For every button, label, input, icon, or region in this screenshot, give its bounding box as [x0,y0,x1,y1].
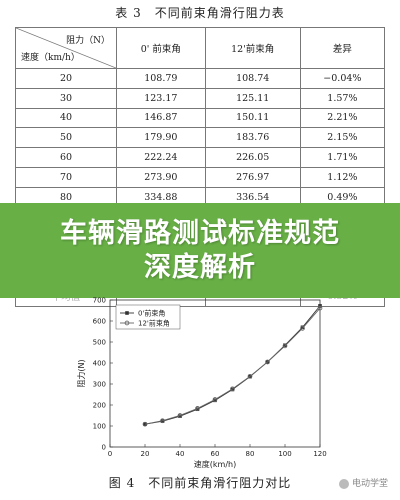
table-row: 60 222.24 226.05 1.71% [15,147,386,168]
value-cell: 1.71% [299,147,386,168]
value-cell: 1.57% [299,87,386,109]
table-row: 20 108.79 108.74 −0.04% [15,68,386,89]
x-axis-label: 速度(km/h) [194,459,236,469]
wechat-icon [338,478,349,489]
y-tick-label: 700 [93,297,106,305]
value-cell: 273.90 [116,166,206,188]
table-row: 50 179.90 183.76 2.15% [15,127,386,149]
y-tick-label: 300 [93,381,106,389]
x-tick-label: 0 [108,450,112,458]
corner-bottom-label: 速度（km/h） [21,53,80,63]
value-cell: 2.21% [299,107,386,129]
data-point-circle [195,406,200,411]
value-cell: 146.87 [116,107,206,129]
value-cell: −0.04% [299,68,386,89]
x-tick-label: 120 [313,450,326,458]
legend-marker [124,320,130,326]
x-tick-label: 80 [246,450,255,458]
data-point-square [213,398,217,403]
series-line [144,307,321,425]
y-axis-label: 阻力(N) [76,359,86,387]
banner-title-line-2: 深度解析 [144,251,256,283]
drag-comparison-chart: 0 20 40 60 80 100 120 0 100 200 300 400 500 600 700 速度(… [76,297,327,470]
speed-cell: 70 [15,166,117,188]
column-header: 差异 [299,27,386,69]
legend-label: 0'前束角 [138,309,165,318]
y-tick-label: 100 [93,423,106,431]
table-caption: 表 3 不同前束角滑行阻力表 [115,6,285,20]
x-tick-label: 100 [278,450,291,458]
y-tick-label: 500 [93,339,106,347]
value-cell: 226.05 [204,147,301,168]
data-point-circle [142,421,148,427]
diagonal-line [16,28,116,68]
y-tick-label: 200 [93,402,106,410]
watermark-text: 电动学堂 [351,479,388,489]
value-cell: 222.24 [116,147,206,168]
value-cell: 2.15% [299,127,386,149]
data-point-square [195,407,200,412]
value-cell: 108.79 [116,68,206,89]
value-cell: 183.76 [204,127,301,149]
table-row: 30 123.17 125.11 1.57% [15,87,386,109]
data-point-circle [300,325,305,331]
y-tick-label: 600 [93,318,106,326]
speed-cell: 30 [15,87,117,109]
x-tick-label: 40 [176,450,185,458]
data-point-circle [282,343,288,349]
data-point-circle [247,373,253,379]
corner-header: 阻力（N） 速度（km/h） [15,27,117,69]
data-point-square [300,325,305,330]
corner-top-label: 阻力（N） [66,36,110,46]
table-row: 80 334.88 336.54 0.49% [15,186,386,208]
figure-caption: 图 4 不同前束角滑行阻力对比 [108,476,292,490]
data-point-circle [212,397,218,402]
speed-cell: 40 [15,107,117,129]
data-point-circle [317,305,323,311]
column-header: 0' 前束角 [116,27,206,69]
data-point-circle [265,359,270,365]
data-point-square [178,414,182,418]
data-point-circle [177,413,183,418]
value-cell: 123.17 [116,87,206,109]
value-cell: 179.90 [116,127,206,149]
title-banner: 车辆滑路测试标准规范 深度解析 [0,203,400,298]
x-tick-label: 60 [211,450,220,458]
speed-cell: 60 [15,147,117,168]
column-header: 12'前束角 [204,27,301,69]
banner-title-line-1: 车辆滑路测试标准规范 [60,217,340,249]
data-point-circle [230,386,235,392]
legend-marker [125,311,129,315]
legend-label: 12'前束角 [138,319,170,328]
speed-cell: 50 [15,127,117,149]
table-row: 40 146.87 150.11 2.21% [15,107,386,129]
data-point-square [283,343,287,347]
y-tick-label: 400 [93,360,106,368]
speed-cell: 20 [15,68,117,89]
value-cell: 125.11 [204,87,301,109]
value-cell: 108.74 [204,68,301,89]
value-cell: 1.12% [299,166,386,188]
value-cell: 276.97 [204,166,301,188]
x-tick-label: 20 [141,450,150,458]
value-cell: 150.11 [204,107,301,129]
y-tick-label: 0 [102,444,106,452]
data-point-circle [160,418,165,424]
watermark: 电动学堂 [338,476,388,489]
data-point-square [230,387,235,392]
table-row: 70 273.90 276.97 1.12% [15,166,386,188]
